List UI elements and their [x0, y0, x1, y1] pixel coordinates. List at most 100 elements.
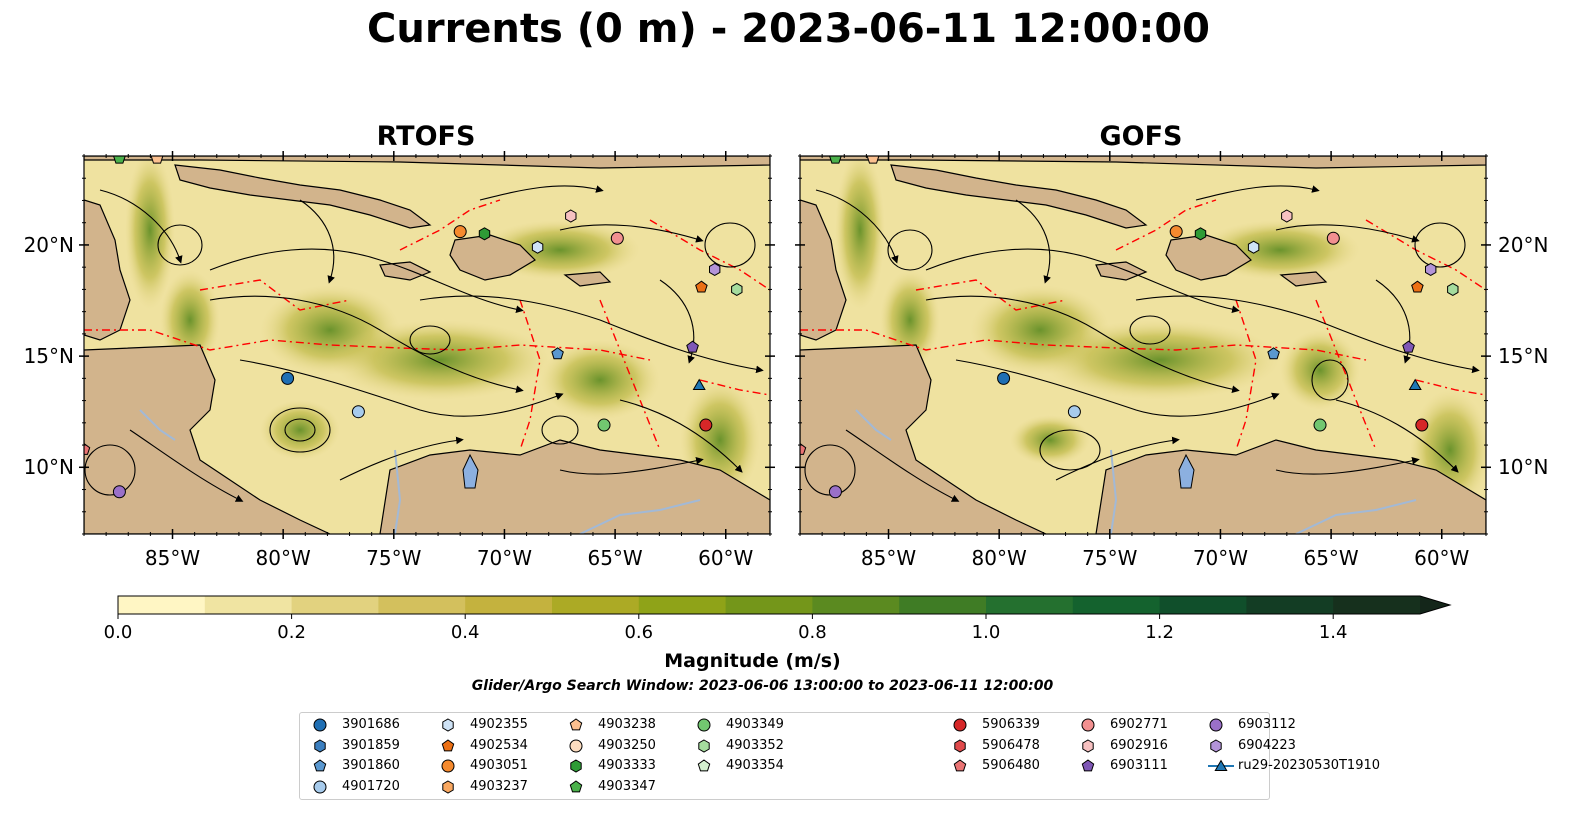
legend-marker [313, 759, 327, 772]
legend-marker [953, 718, 967, 732]
colorbar-extend-arrow [1420, 596, 1450, 614]
legend-label: 6903111 [1110, 758, 1168, 773]
legend-marker [569, 779, 583, 792]
legend-label: 4903237 [470, 778, 528, 794]
float-marker-5906480 [84, 442, 91, 455]
legend-marker [313, 718, 327, 732]
legend-marker [1210, 738, 1222, 753]
lon-tick-label: 80°W [255, 546, 311, 570]
legend-marker [313, 780, 327, 793]
colorbar-bin [1246, 596, 1334, 614]
legend-label: 3901859 [342, 737, 400, 753]
speed-field [125, 156, 760, 500]
legend-label: 5906339 [982, 717, 1040, 732]
colorbar-tick-label: 0.6 [624, 622, 654, 643]
legend-label: 6902916 [1110, 737, 1168, 753]
float-marker-4901720 [351, 405, 365, 419]
legend-marker [441, 759, 455, 773]
float-marker-4903238 [866, 156, 880, 164]
float-marker-6903111 [686, 340, 699, 353]
legend-label: 4903333 [598, 758, 656, 773]
colorbar-bin [986, 596, 1074, 614]
colorbar-tick-label: 1.2 [1145, 622, 1174, 643]
legend-label: 4903347 [598, 778, 656, 794]
axis-ticks [79, 151, 1491, 539]
float-marker-ru29-20230530T1910 [692, 378, 706, 390]
legend: 3901686 3901859 3901860 4901720 4902355 49025… [299, 712, 1380, 800]
lon-tick-label: 65°W [1303, 546, 1359, 570]
lake-maracaibo [462, 453, 479, 489]
legend-label: 4903352 [726, 737, 784, 753]
float-marker-4901720 [1067, 405, 1081, 419]
north-landmass [800, 156, 1486, 169]
float-marker-6904223 [709, 262, 721, 276]
legend-label: ru29-20230530T1910 [1238, 758, 1381, 773]
legend-label: 5906478 [982, 737, 1040, 753]
colorbar-tick-label: 0.2 [277, 622, 306, 643]
south-america-landmass [379, 439, 770, 534]
float-marker-3901860 [1267, 347, 1280, 360]
legend-marker [441, 738, 455, 751]
rivers [855, 409, 1417, 534]
float-marker-4903349 [1313, 418, 1327, 432]
float-marker-4903352 [731, 282, 743, 296]
lon-tick-label: 80°W [971, 546, 1027, 570]
float-marker-6902771 [1326, 231, 1340, 245]
colorbar-tick-label: 1.0 [971, 622, 1001, 643]
lat-tick-label: 15°N [1498, 344, 1549, 369]
float-markers-gofs [800, 156, 1459, 499]
colorbar-bin [118, 596, 206, 614]
legend-label: 4901720 [342, 778, 400, 794]
gofs-frame [799, 155, 1487, 535]
legend-marker [1081, 718, 1095, 732]
legend-marker [442, 718, 454, 732]
float-marker-4903349 [597, 418, 611, 432]
legend-label: 4903250 [598, 737, 656, 753]
float-marker-5906339 [699, 418, 713, 432]
float-marker-4903347 [113, 156, 126, 164]
colorbar-bin [1333, 596, 1421, 614]
lat-tick-label: 10°N [23, 455, 74, 480]
float-marker-6903112 [112, 485, 126, 499]
colorbar-bin [204, 596, 293, 614]
colorbar-tick-label: 0.8 [798, 622, 827, 643]
lon-tick-label: 85°W [860, 546, 917, 570]
panel-title-gofs: GOFS [1099, 121, 1183, 152]
float-marker-6904223 [1425, 262, 1437, 276]
legend-marker [954, 738, 966, 753]
colorbar-label: Magnitude (m/s) [664, 650, 841, 672]
float-marker-4903352 [1447, 282, 1459, 296]
panel-title-rtofs: RTOFS [376, 121, 476, 152]
legend-marker [314, 738, 326, 753]
north-landmass [84, 156, 770, 169]
legend-label: 3901860 [342, 758, 400, 773]
float-marker-4903333 [1194, 227, 1207, 241]
puerto-rico-landmass [563, 271, 612, 287]
legend-marker [1082, 738, 1094, 753]
legend-label: 5906480 [982, 758, 1040, 773]
lon-tick-label: 60°W [1414, 546, 1470, 570]
lon-tick-label: 70°W [1192, 546, 1249, 570]
float-marker-4903051 [453, 225, 467, 239]
legend-marker [1081, 759, 1095, 772]
lon-tick-label: 60°W [698, 546, 754, 570]
hispaniola-landmass [449, 234, 536, 281]
legend-marker [569, 739, 583, 752]
jamaica-landmass [1095, 261, 1148, 281]
central-america-landmass [800, 344, 1047, 534]
figure-title: Currents (0 m) - 2023-06-11 12:00:00 [367, 6, 1210, 52]
float-marker-4903333 [478, 227, 491, 241]
yucatan-landmass [800, 199, 847, 341]
streamlines [84, 185, 764, 502]
lon-tick-label: 75°W [1082, 546, 1138, 570]
cuba-landmass [174, 164, 432, 229]
float-marker-5906480 [800, 442, 807, 455]
legend-marker [698, 738, 710, 753]
south-america-landmass [1095, 439, 1486, 534]
eez-boundaries [84, 199, 770, 451]
streamlines [804, 185, 1480, 502]
float-marker-4902534 [695, 280, 708, 293]
land-masses [84, 156, 770, 534]
cuba-landmass [890, 164, 1148, 229]
